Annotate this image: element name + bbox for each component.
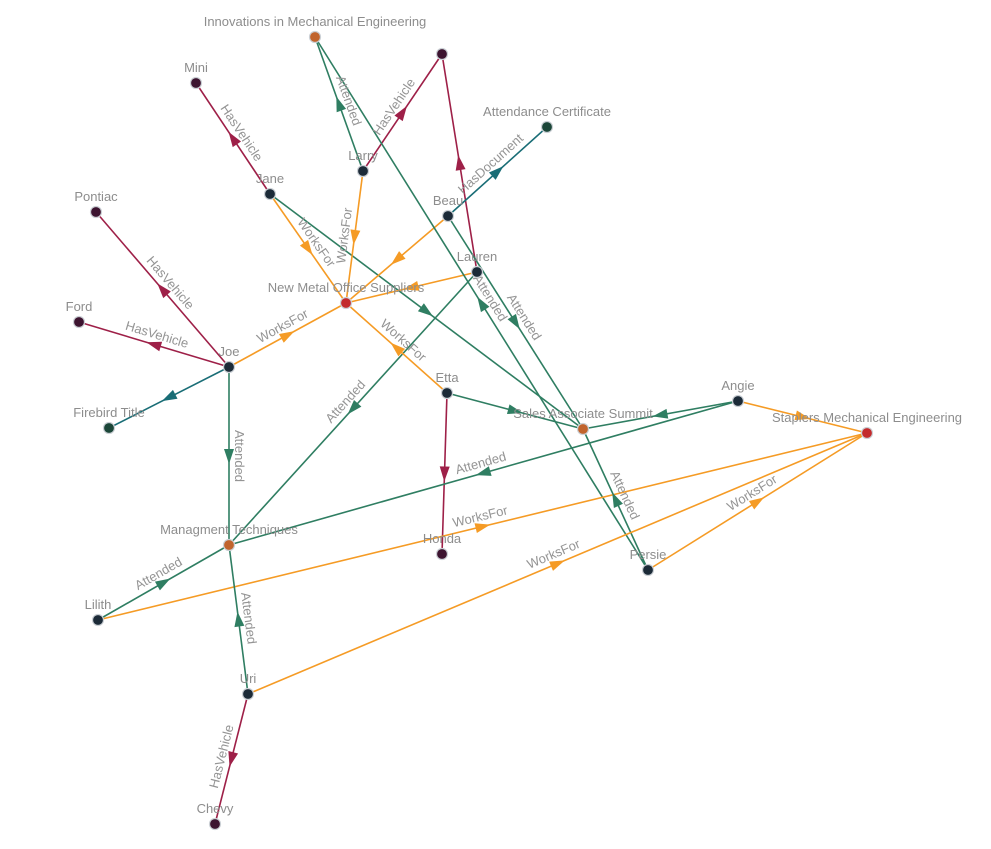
edge-arrow-attended-icon (507, 313, 520, 330)
edge-arrow-worksfor-icon (748, 497, 765, 510)
edge-arrow-hasvehicle-icon (146, 341, 163, 352)
node-label-etta: Etta (435, 370, 459, 385)
node-label-jane: Jane (256, 171, 284, 186)
edge-arrow-hasvehicle-icon (228, 131, 242, 148)
edge-label-larry-new_metal: WorksFor (333, 206, 355, 264)
node-new_metal[interactable] (339, 296, 353, 310)
node-mini[interactable] (189, 76, 203, 90)
edge-arrow-worksfor-icon (794, 410, 811, 421)
node-label-new_metal: New Metal Office Suppliers (268, 280, 425, 295)
node-label-persie: Persie (630, 547, 667, 562)
edge-arrow-attended-icon (475, 466, 492, 476)
edge-arrow-attended-icon (652, 408, 669, 419)
node-lilith[interactable] (91, 613, 105, 627)
node-label-honda: Honda (423, 531, 462, 546)
edge-arrow-worksfor-icon (549, 560, 565, 571)
edge-label-joe-pontiac: HasVehicle (144, 253, 198, 312)
edge-label-etta-new_metal: WorksFor (378, 316, 430, 365)
edge-arrow-worksfor-icon (350, 229, 361, 245)
nodes-layer (72, 30, 874, 831)
node-beau[interactable] (441, 209, 455, 223)
edge-label-joe-mgmt: Attended (232, 430, 247, 482)
edge-arrow-hasvehicle-icon (455, 155, 466, 171)
edge-arrow-worksfor-icon (278, 331, 295, 343)
node-pontiac[interactable] (89, 205, 103, 219)
node-label-beau: Beau (433, 193, 463, 208)
node-joe[interactable] (222, 360, 236, 374)
node-innovations[interactable] (308, 30, 322, 44)
edge-arrow-hasvehicle-icon (228, 750, 239, 767)
edge-arrow-attended-icon (154, 578, 171, 591)
node-label-larry: Larry (348, 148, 378, 163)
node-label-ford: Ford (66, 299, 93, 314)
node-chevy[interactable] (208, 817, 222, 831)
node-labels-layer: Innovations in Mechanical Engineering Min… (66, 14, 962, 816)
edge-arrow-hasvehicle-icon (394, 105, 407, 122)
node-larry[interactable] (356, 164, 370, 178)
edge-label-larry-vehicle_unlabeled: HasVehicle (369, 75, 418, 137)
node-summit[interactable] (576, 422, 590, 436)
edge-arrow-hasdocument-icon (161, 389, 178, 402)
edge-label-jane-mini: HasVehicle (217, 101, 266, 163)
node-persie[interactable] (641, 563, 655, 577)
node-label-lilith: Lilith (85, 597, 112, 612)
edge-arrow-attended-icon (347, 399, 362, 415)
node-label-innovations: Innovations in Mechanical Engineering (204, 14, 427, 29)
node-label-summit: Sales Associate Summit (513, 406, 653, 421)
node-etta[interactable] (440, 386, 454, 400)
edge-arrow-worksfor-icon (403, 281, 420, 291)
node-label-chevy: Chevy (197, 801, 234, 816)
node-staplers[interactable] (860, 426, 874, 440)
node-firebird_title[interactable] (102, 421, 116, 435)
node-label-lauren: Lauren (457, 249, 497, 264)
node-ford[interactable] (72, 315, 86, 329)
node-label-mgmt: Managment Techniques (160, 522, 298, 537)
node-lauren[interactable] (470, 265, 484, 279)
edge-arrow-hasvehicle-icon (439, 466, 450, 482)
edge-label-uri-mgmt: Attended (238, 591, 259, 645)
node-label-staplers: Staplers Mechanical Engineering (772, 410, 962, 425)
edge-arrow-hasvehicle-icon (157, 283, 171, 299)
edges-layer (78, 36, 868, 825)
edge-arrow-attended-icon (336, 96, 347, 113)
node-label-uri: Uri (240, 671, 257, 686)
node-attendance_certificate[interactable] (540, 120, 554, 134)
node-label-joe: Joe (219, 344, 240, 359)
edge-label-beau-attendance_certificate: HasDocument (455, 130, 527, 196)
edge-arrow-worksfor-icon (390, 251, 406, 265)
edge-arrow-worksfor-icon (299, 239, 313, 256)
edge-arrow-attended-icon (224, 449, 234, 464)
node-label-attendance_certificate: Attendance Certificate (483, 104, 611, 119)
edge-arrow-attended-icon (506, 404, 523, 415)
edge-arrow-worksfor-icon (390, 342, 406, 357)
node-mgmt[interactable] (222, 538, 236, 552)
edge-arrow-hasdocument-icon (488, 166, 504, 180)
node-label-pontiac: Pontiac (74, 189, 118, 204)
edge-arrow-attended-icon (417, 303, 433, 317)
arrows-layer (146, 96, 811, 767)
node-uri[interactable] (241, 687, 255, 701)
edge-arrow-worksfor-icon (474, 523, 491, 534)
edge-arrow-attended-icon (477, 296, 490, 313)
node-vehicle_unlabeled[interactable] (435, 47, 449, 61)
node-angie[interactable] (731, 394, 745, 408)
node-label-angie: Angie (721, 378, 754, 393)
edge-arrow-attended-icon (612, 492, 623, 508)
node-honda[interactable] (435, 547, 449, 561)
node-label-mini: Mini (184, 60, 208, 75)
node-label-firebird_title: Firebird Title (73, 405, 145, 420)
node-jane[interactable] (263, 187, 277, 201)
edge-arrow-attended-icon (234, 611, 245, 628)
edge-label-lauren-mgmt: Attended (322, 377, 368, 426)
